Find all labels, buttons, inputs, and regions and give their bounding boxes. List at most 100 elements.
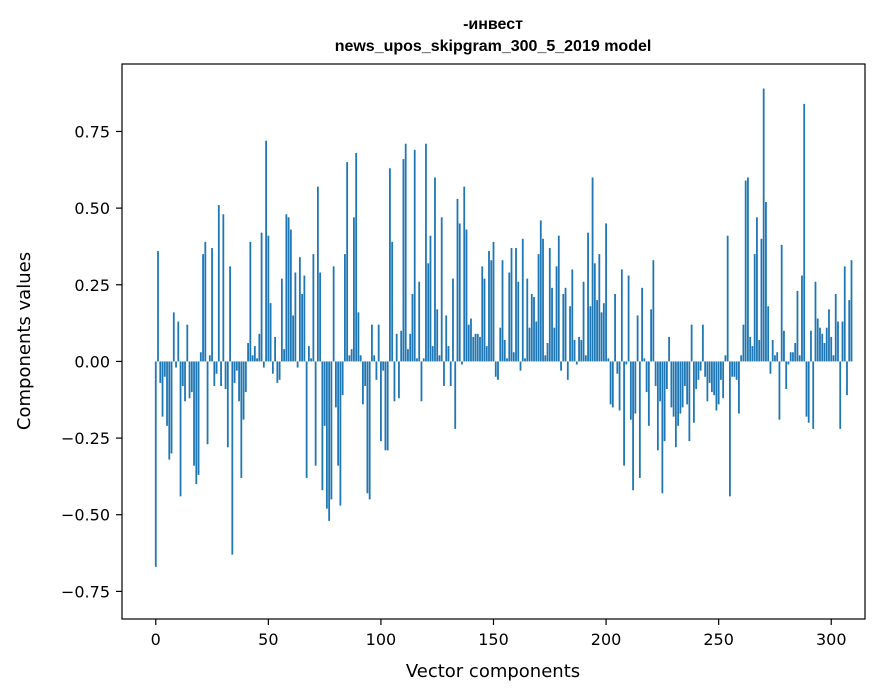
bar xyxy=(722,361,725,399)
bar xyxy=(251,355,254,362)
y-tick-label: −0.25 xyxy=(61,429,110,448)
bar xyxy=(249,241,252,362)
bar xyxy=(357,312,360,362)
bar xyxy=(553,327,556,362)
bar xyxy=(663,361,666,442)
bar xyxy=(724,355,727,362)
bar xyxy=(188,361,191,399)
bar xyxy=(373,355,376,362)
y-axis-ticks: −0.75 −0.50 −0.25 0.00 0.25 0.50 0.75 xyxy=(61,122,122,601)
bar xyxy=(629,361,632,420)
bar xyxy=(213,361,216,386)
bar xyxy=(753,254,756,362)
bar xyxy=(692,361,695,423)
bar xyxy=(841,321,844,362)
bar xyxy=(769,361,772,374)
bar xyxy=(339,361,342,506)
bar xyxy=(521,238,524,362)
bar xyxy=(494,361,497,377)
bar xyxy=(787,361,790,365)
bar xyxy=(334,361,337,408)
bar xyxy=(780,244,783,362)
bar xyxy=(729,361,731,497)
bar xyxy=(607,358,610,362)
bar xyxy=(803,103,806,362)
bar xyxy=(404,143,407,362)
bar xyxy=(661,361,664,494)
bar xyxy=(794,343,797,362)
bar xyxy=(636,315,639,362)
bar xyxy=(711,361,713,393)
bar xyxy=(785,361,788,390)
bar xyxy=(184,361,186,402)
bar xyxy=(224,361,227,390)
bar xyxy=(429,235,432,362)
bar xyxy=(503,339,506,362)
bar xyxy=(672,361,675,417)
bar xyxy=(535,321,538,362)
bar xyxy=(789,352,792,362)
bar xyxy=(555,266,558,362)
bar xyxy=(325,361,328,509)
bar xyxy=(312,254,315,362)
bar xyxy=(452,278,454,362)
bar xyxy=(467,324,470,362)
bar xyxy=(616,361,619,374)
bar xyxy=(796,290,799,362)
bar xyxy=(215,361,218,374)
bar xyxy=(600,312,603,362)
bar xyxy=(742,324,745,362)
bar xyxy=(805,361,808,417)
bar xyxy=(501,260,504,362)
bar xyxy=(368,361,371,500)
bar xyxy=(589,306,592,362)
bar xyxy=(181,361,184,386)
bar xyxy=(591,177,594,362)
bar xyxy=(490,260,493,362)
bar xyxy=(715,361,718,411)
bar xyxy=(569,306,571,362)
bar xyxy=(193,361,195,466)
bar xyxy=(515,247,517,362)
bar xyxy=(265,140,267,362)
bar xyxy=(830,336,833,362)
bar xyxy=(679,361,682,414)
bar xyxy=(398,361,400,399)
bar xyxy=(798,355,801,362)
bar xyxy=(848,300,851,362)
bar xyxy=(346,162,349,362)
y-tick-label: −0.50 xyxy=(61,506,110,525)
bar xyxy=(632,361,634,491)
bar xyxy=(850,260,853,362)
bar xyxy=(681,361,684,408)
bar xyxy=(353,217,355,362)
x-tick-label: 300 xyxy=(816,630,847,649)
bar xyxy=(269,303,272,362)
bar xyxy=(175,361,177,368)
bar xyxy=(285,214,288,362)
bar xyxy=(276,361,279,383)
bar xyxy=(627,275,630,362)
bar xyxy=(665,361,668,390)
bar xyxy=(641,287,643,362)
bar xyxy=(154,361,157,567)
bar xyxy=(670,361,673,408)
bar xyxy=(756,217,758,362)
bar xyxy=(438,355,441,362)
bar xyxy=(508,272,511,362)
bar xyxy=(548,247,551,362)
bar xyxy=(271,361,274,374)
bar xyxy=(170,361,173,454)
chart-title: -инвест xyxy=(463,16,523,33)
bar xyxy=(783,330,785,362)
bar xyxy=(395,333,398,362)
bar xyxy=(166,361,168,426)
bar xyxy=(481,266,484,362)
bar xyxy=(688,361,691,442)
bar xyxy=(765,201,767,362)
bar xyxy=(647,361,650,426)
bar xyxy=(328,361,331,521)
bar xyxy=(546,343,549,362)
bar xyxy=(348,355,351,362)
